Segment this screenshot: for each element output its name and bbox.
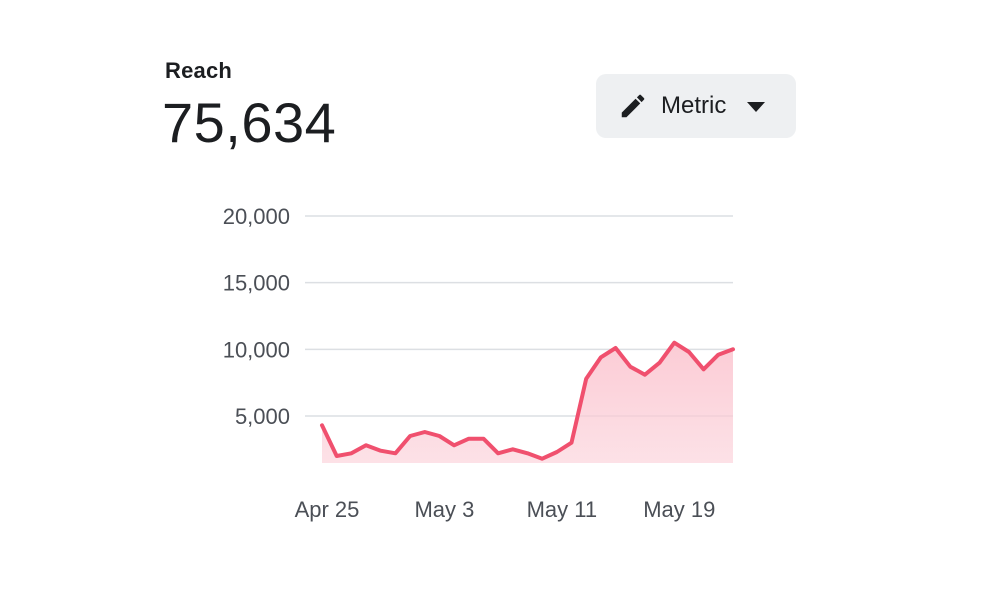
x-tick-label: May 3 [414,497,474,522]
metric-value: 75,634 [162,91,337,154]
caret-down-icon [746,100,766,112]
metric-dropdown-button[interactable]: Metric [596,74,796,138]
reach-area [322,342,733,463]
y-tick-label: 5,000 [235,404,290,429]
metric-title: Reach [165,58,233,83]
pencil-icon [618,91,648,121]
metric-button-label: Metric [661,92,727,119]
y-tick-label: 15,000 [223,271,290,296]
y-tick-label: 10,000 [223,337,290,362]
reach-series-line [320,340,735,461]
y-tick-label: 20,000 [223,204,290,229]
x-tick-label: May 19 [643,497,715,522]
x-tick-label: Apr 25 [295,497,360,522]
x-tick-label: May 11 [527,497,598,522]
